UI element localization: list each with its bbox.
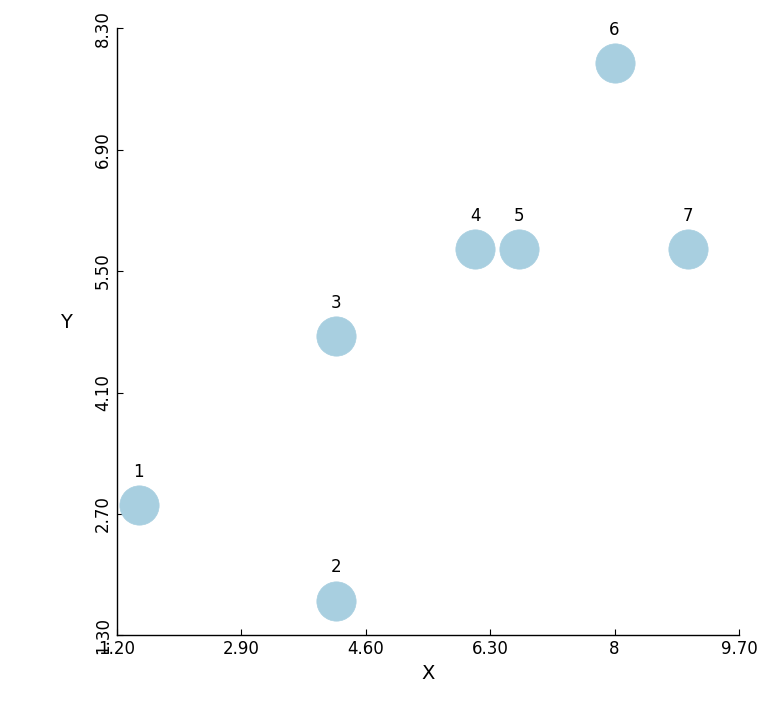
Text: 6: 6	[609, 20, 620, 39]
Point	[682, 244, 694, 255]
Y-axis label: Y: Y	[60, 313, 72, 332]
Point	[132, 500, 145, 511]
Text: 4: 4	[470, 207, 481, 225]
Point	[469, 244, 482, 255]
Text: 1: 1	[133, 463, 144, 481]
Text: 2: 2	[331, 558, 342, 576]
Point	[330, 595, 342, 606]
Point	[608, 57, 621, 68]
Point	[513, 244, 526, 255]
Point	[330, 330, 342, 342]
Text: 7: 7	[682, 207, 693, 225]
Text: 3: 3	[331, 294, 342, 312]
X-axis label: X: X	[421, 664, 435, 683]
Text: 5: 5	[514, 207, 524, 225]
